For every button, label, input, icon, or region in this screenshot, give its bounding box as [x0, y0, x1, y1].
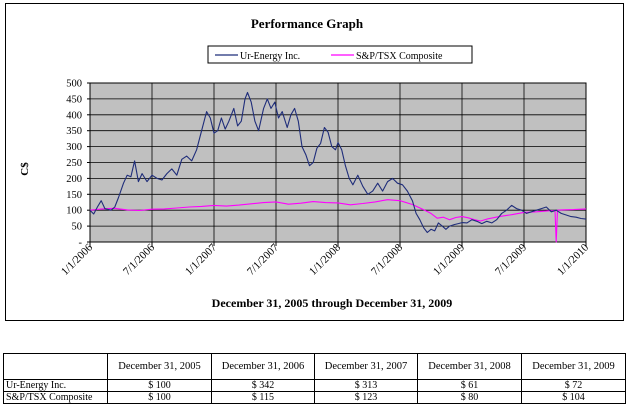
legend-label-sp-tsx: S&P/TSX Composite: [356, 51, 443, 62]
series-lines: [89, 91, 587, 243]
x-tick-label: 7/1/2007: [245, 241, 281, 277]
table-header-2006: December 31, 2006: [211, 353, 315, 380]
table-header-row: December 31, 2005 December 31, 2006 Dece…: [3, 353, 626, 380]
table-cell: $ 100: [107, 379, 212, 392]
y-tick-label: -: [79, 238, 83, 249]
x-tick-label: 7/1/2008: [369, 241, 405, 277]
y-tick-label: 200: [66, 174, 82, 185]
table-header-2009: December 31, 2009: [521, 353, 626, 380]
performance-table: December 31, 2005 December 31, 2006 Dece…: [3, 353, 626, 404]
chart-title: Performance Graph: [251, 16, 364, 31]
gridlines: [90, 83, 586, 242]
x-tick-label: 1/1/2009: [431, 241, 467, 277]
table-header-empty: [3, 353, 108, 380]
table-cell: $ 72: [521, 379, 626, 392]
y-tick-label: 150: [66, 190, 82, 201]
table-header-2005: December 31, 2005: [107, 353, 212, 380]
table-cell: $ 123: [314, 391, 418, 404]
table-header-2007: December 31, 2007: [314, 353, 418, 380]
x-tick-label: 1/1/2006: [59, 241, 95, 277]
table-row: Ur-Energy Inc. $ 100 $ 342 $ 313 $ 61 $ …: [3, 379, 626, 392]
table-row: S&P/TSX Composite $ 100 $ 115 $ 123 $ 80…: [3, 391, 626, 404]
table-cell: $ 313: [314, 379, 418, 392]
y-tick-label: 250: [66, 158, 82, 169]
x-tick-label: 7/1/2006: [121, 241, 157, 277]
row-label-ur-energy: Ur-Energy Inc.: [3, 379, 108, 392]
table-cell: $ 115: [211, 391, 315, 404]
row-label-sp-tsx: S&P/TSX Composite: [3, 391, 108, 404]
series-line-ur-energy: [89, 91, 587, 234]
x-tick-label: 1/1/2007: [183, 241, 219, 277]
table-cell: $ 61: [417, 379, 522, 392]
table-cell: $ 100: [107, 391, 212, 404]
legend: Ur-Energy Inc. S&P/TSX Composite: [207, 45, 473, 64]
x-axis-ticks: 1/1/2006 7/1/2006 1/1/2007 7/1/2007 1/1/2008…: [59, 241, 591, 277]
y-tick-label: 100: [66, 206, 82, 217]
x-tick-label: 1/1/2010: [555, 241, 591, 277]
y-axis-ticks: 500 450 400 350 300 250 200 150 100 50 -: [66, 79, 90, 249]
performance-chart: Performance Graph Ur-Energy Inc. S&P/TSX…: [19, 16, 591, 310]
chart-container: Performance Graph Ur-Energy Inc. S&P/TSX…: [5, 3, 624, 321]
legend-label-ur-energy: Ur-Energy Inc.: [240, 51, 300, 62]
y-tick-label: 50: [72, 222, 83, 233]
table-cell: $ 342: [211, 379, 315, 392]
y-tick-label: 400: [66, 110, 82, 121]
y-tick-label: 500: [66, 79, 82, 90]
table-header-2008: December 31, 2008: [417, 353, 522, 380]
y-tick-label: 300: [66, 142, 82, 153]
y-axis-label: C$: [19, 162, 31, 176]
y-tick-label: 450: [66, 94, 82, 105]
y-tick-label: 350: [66, 126, 82, 137]
x-axis-label: December 31, 2005 through December 31, 2…: [212, 296, 453, 310]
table-cell: $ 80: [417, 391, 522, 404]
table-cell: $ 104: [521, 391, 626, 404]
x-tick-label: 1/1/2008: [307, 241, 343, 277]
x-tick-label: 7/1/2009: [493, 241, 529, 277]
